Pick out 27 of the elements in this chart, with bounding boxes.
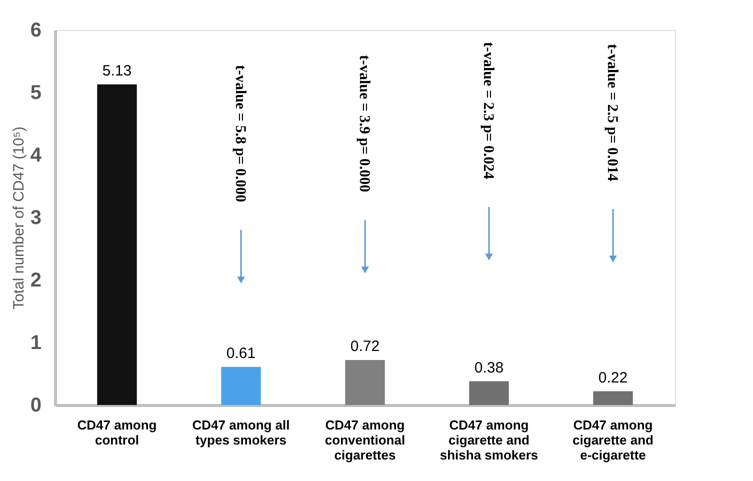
bar	[221, 366, 261, 405]
x-tick-label: CD47 among cigarette and e-cigarette	[572, 418, 654, 462]
x-tick-label: CD47 among cigarette and shisha smokers	[440, 418, 538, 462]
y-axis-title: Total number of CD47 (10⁵)	[10, 126, 28, 310]
y-tick-label: 5	[30, 82, 42, 104]
bar	[469, 381, 509, 405]
bar	[345, 360, 385, 405]
data-label: 0.22	[598, 369, 628, 386]
y-tick-label: 0	[30, 394, 42, 416]
data-label: 0.61	[226, 344, 256, 362]
bar	[97, 84, 137, 405]
annotation: t-value = 5.8 p= 0.000	[232, 65, 248, 202]
x-tick-label: CD47 among control	[77, 418, 157, 448]
bar	[593, 391, 633, 405]
data-label: 0.72	[350, 338, 380, 355]
data-label: 5.13	[102, 62, 132, 80]
annotation: t-value = 2.3 p= 0.024	[480, 42, 496, 180]
x-tick-label: CD47 among all types smokers	[192, 418, 290, 448]
annotation: t-value = 2.5 p= 0.014	[604, 44, 620, 182]
y-tick-label: 6	[30, 20, 42, 42]
y-tick-label: 2	[30, 270, 42, 292]
y-tick-label: 3	[30, 207, 42, 229]
x-tick-label: CD47 among conventional cigarettes	[324, 418, 406, 462]
y-tick-label: 4	[30, 144, 42, 166]
y-tick-label: 1	[30, 332, 42, 354]
data-label: 0.38	[474, 359, 504, 376]
annotation: t-value = 3.9 p= 0.000	[356, 55, 372, 192]
